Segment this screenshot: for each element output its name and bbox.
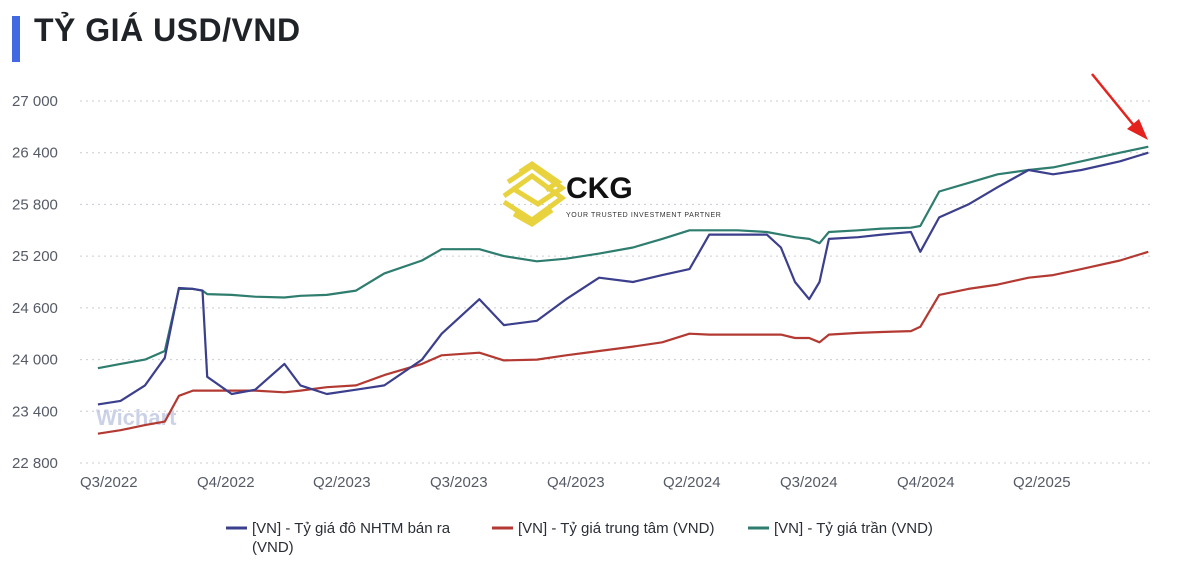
series-line-1 <box>97 250 1149 435</box>
x-tick-label: Q3/2022 <box>80 474 138 491</box>
x-tick-label: Q3/2023 <box>430 474 488 491</box>
x-axis: Q3/2022 Q4/2022 Q2/2023 Q3/2023 Q4/2023 Q2/20… <box>80 474 1071 491</box>
x-tick-label: Q4/2024 <box>897 474 955 491</box>
ckg-logo-name: CKG <box>566 172 633 205</box>
legend: [VN] - Tỷ giá đô NHTM bán ra (VND) [VN] … <box>226 520 933 556</box>
ckg-logo-mark <box>502 160 567 227</box>
y-tick-label: 24 600 <box>12 300 58 317</box>
x-tick-label: Q2/2025 <box>1013 474 1071 491</box>
grid-lines <box>80 100 1153 464</box>
legend-label-tran: [VN] - Tỷ giá trần (VND) <box>774 520 933 537</box>
y-tick-label: 25 800 <box>12 196 58 213</box>
legend-item-tran[interactable]: [VN] - Tỷ giá trần (VND) <box>748 520 933 537</box>
y-tick-label: 27 000 <box>12 93 58 110</box>
ckg-logo: CKG YOUR TRUSTED INVESTMENT PARTNER <box>502 160 721 227</box>
legend-item-trung-tam[interactable]: [VN] - Tỷ giá trung tâm (VND) <box>492 520 714 537</box>
legend-item-nhtm[interactable]: [VN] - Tỷ giá đô NHTM bán ra (VND) <box>226 520 451 556</box>
title-accent-bar <box>12 16 20 62</box>
x-tick-label: Q2/2024 <box>663 474 721 491</box>
y-tick-label: 26 400 <box>12 145 58 162</box>
x-tick-label: Q4/2023 <box>547 474 605 491</box>
highlight-arrow-icon <box>1091 73 1148 140</box>
ckg-logo-tagline: YOUR TRUSTED INVESTMENT PARTNER <box>566 212 721 219</box>
x-tick-label: Q4/2022 <box>197 474 255 491</box>
series-line-0 <box>97 151 1149 406</box>
y-tick-label: 25 200 <box>12 248 58 265</box>
series-lines <box>97 145 1149 435</box>
legend-label-trung-tam: [VN] - Tỷ giá trung tâm (VND) <box>518 520 714 537</box>
y-tick-label: 22 800 <box>12 455 58 472</box>
legend-label-nhtm-unit: (VND) <box>252 539 294 556</box>
y-axis: 27 000 26 400 25 800 25 200 24 600 24 000 23 4… <box>12 93 58 472</box>
chart-title: TỶ GIÁ USD/VND <box>34 12 301 48</box>
x-tick-label: Q2/2023 <box>313 474 371 491</box>
series-line-2 <box>97 145 1149 370</box>
y-tick-label: 24 000 <box>12 352 58 369</box>
x-tick-label: Q3/2024 <box>780 474 838 491</box>
legend-label-nhtm: [VN] - Tỷ giá đô NHTM bán ra <box>252 520 451 537</box>
y-tick-label: 23 400 <box>12 403 58 420</box>
